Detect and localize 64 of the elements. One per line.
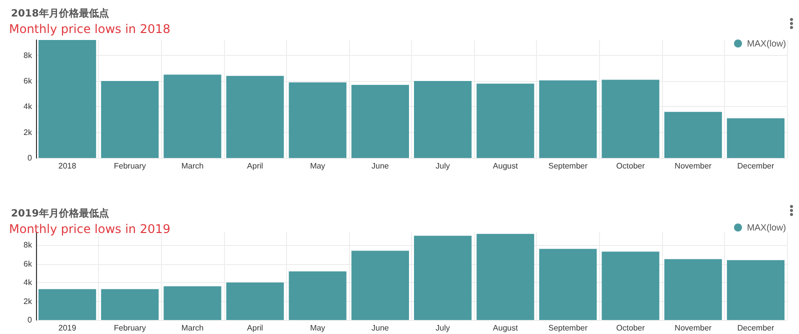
y-tick-label: 4k <box>24 102 33 112</box>
bar <box>351 84 409 158</box>
bar <box>602 80 660 158</box>
x-tick-label: July <box>436 324 450 332</box>
x-tick-label: February <box>114 324 146 332</box>
x-tick-label: May <box>310 162 326 170</box>
bar <box>101 289 159 320</box>
y-tick-label: 4k <box>24 278 33 288</box>
bar <box>539 248 597 320</box>
bar <box>288 82 346 158</box>
x-tick-label: August <box>492 162 519 170</box>
bar <box>38 289 96 320</box>
bar <box>726 260 784 320</box>
bar <box>38 40 96 158</box>
bar <box>164 74 222 158</box>
legend-label: MAX(low) <box>747 38 786 48</box>
bar <box>288 271 346 320</box>
bar <box>414 236 472 320</box>
x-tick-label: 2019 <box>58 324 77 332</box>
x-tick-label: March <box>181 162 204 170</box>
x-tick-label: March <box>181 324 204 332</box>
y-tick-label: 8k <box>24 240 33 250</box>
bar <box>226 282 284 320</box>
chart-subtitle: Monthly price lows in 2018 <box>9 22 170 36</box>
x-tick-label: September <box>548 324 588 332</box>
bar <box>664 112 722 158</box>
bar <box>351 250 409 320</box>
x-tick-label: December <box>737 162 774 170</box>
y-tick-label: 2k <box>24 296 33 306</box>
y-tick-label: 8k <box>24 50 33 60</box>
x-tick-label: November <box>674 324 712 332</box>
bar <box>664 259 722 320</box>
chart-title: 2019年月价格最低点 <box>11 208 109 220</box>
x-tick-label: September <box>548 162 588 170</box>
y-tick-label: 6k <box>24 259 33 268</box>
bar <box>164 286 222 320</box>
x-tick-label: October <box>616 324 646 332</box>
chart-subtitle: Monthly price lows in 2019 <box>9 222 170 236</box>
x-tick-label: April <box>247 324 264 332</box>
y-tick-label: 6k <box>24 76 33 86</box>
x-tick-label: 2018 <box>58 162 77 170</box>
bar <box>476 84 534 158</box>
bar <box>226 76 284 158</box>
x-tick-label: April <box>247 162 264 170</box>
y-tick-label: 0 <box>28 316 33 324</box>
bar <box>726 118 784 158</box>
bar <box>539 80 597 158</box>
chart-title: 2018年月价格最低点 <box>11 8 109 20</box>
x-tick-label: June <box>372 324 390 332</box>
x-tick-label: October <box>616 162 646 170</box>
x-tick-label: July <box>436 162 450 170</box>
y-tick-label: 2k <box>24 128 33 137</box>
x-tick-label: May <box>310 324 326 332</box>
x-tick-label: December <box>737 324 774 332</box>
x-tick-label: February <box>114 162 146 170</box>
bar <box>602 252 660 320</box>
x-tick-label: August <box>492 324 519 332</box>
bar <box>101 81 159 158</box>
x-tick-label: November <box>674 162 712 170</box>
y-tick-label: 0 <box>28 154 33 162</box>
bar <box>476 234 534 320</box>
legend-label: MAX(low) <box>747 222 786 232</box>
x-tick-label: June <box>372 162 390 170</box>
bar <box>414 81 472 158</box>
